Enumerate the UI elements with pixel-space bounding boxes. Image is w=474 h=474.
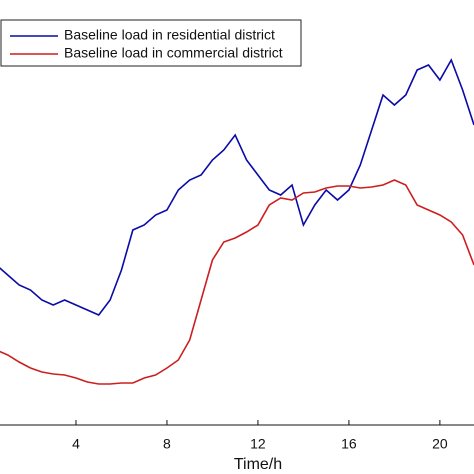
line — [0, 58, 474, 316]
x-tick-label: 8 — [163, 436, 171, 452]
legend — [0, 19, 302, 67]
x-tick-label: 12 — [250, 436, 266, 452]
plot-area — [0, 58, 474, 385]
x-tick-label: 20 — [432, 436, 448, 452]
legend-label: Baseline load in residential district — [64, 27, 275, 43]
x-tick-label: 4 — [72, 436, 80, 452]
x-tick-label: 16 — [341, 436, 357, 452]
line — [0, 179, 474, 385]
legend-label: Baseline load in commercial district — [64, 45, 283, 61]
x-axis-label: Time/h — [234, 456, 282, 473]
